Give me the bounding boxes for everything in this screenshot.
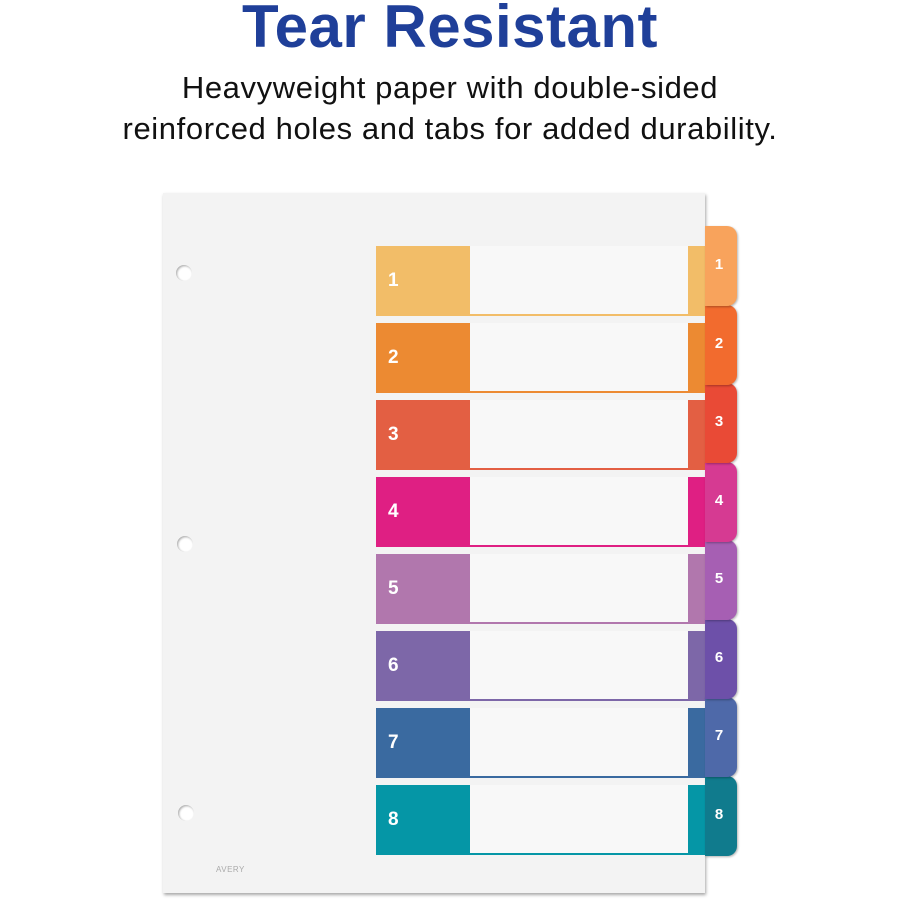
toc-edge-tile bbox=[688, 785, 705, 855]
toc-edge-tile bbox=[688, 246, 705, 316]
tab-label: 1 bbox=[714, 256, 724, 273]
tab-label: 3 bbox=[714, 413, 724, 430]
toc-number-tile: 1 bbox=[376, 246, 470, 316]
avery-logo: AVERY bbox=[216, 865, 245, 874]
index-tab-8: 8 bbox=[705, 775, 737, 856]
index-tab-2: 2 bbox=[705, 304, 737, 385]
index-tab-6: 6 bbox=[705, 618, 737, 699]
toc-row: 6 bbox=[376, 631, 705, 701]
subtitle-line-1: Heavyweight paper with double-sided bbox=[181, 70, 719, 105]
headline: Tear Resistant bbox=[241, 0, 659, 60]
toc-row: 5 bbox=[376, 554, 705, 624]
divider-sheet: 1 2 3 4 5 6 7 8 bbox=[163, 193, 705, 893]
toc-number-tile: 6 bbox=[376, 631, 470, 701]
toc-number-tile: 2 bbox=[376, 323, 470, 393]
toc-number-tile: 4 bbox=[376, 477, 470, 547]
index-tab-5: 5 bbox=[705, 540, 737, 620]
toc-write-line bbox=[470, 400, 688, 470]
toc-row: 1 bbox=[376, 246, 705, 316]
toc-edge-tile bbox=[688, 400, 705, 470]
index-tab-3: 3 bbox=[705, 383, 737, 463]
toc-edge-tile bbox=[688, 631, 705, 701]
toc-write-line bbox=[470, 246, 688, 316]
index-tab-4: 4 bbox=[705, 461, 737, 542]
toc-write-line bbox=[470, 785, 688, 855]
toc-edge-tile bbox=[688, 477, 705, 547]
toc-write-line bbox=[470, 631, 688, 701]
subtitle-line-2: reinforced holes and tabs for added dura… bbox=[122, 111, 778, 146]
tab-label: 7 bbox=[714, 727, 724, 744]
toc-write-line bbox=[470, 323, 688, 393]
tab-label: 4 bbox=[714, 491, 724, 509]
toc-row: 7 bbox=[376, 708, 705, 778]
toc-number-tile: 5 bbox=[376, 554, 470, 624]
index-tab-7: 7 bbox=[705, 697, 737, 777]
tab-label: 5 bbox=[714, 570, 724, 587]
punch-hole bbox=[178, 805, 194, 821]
toc-number: 7 bbox=[388, 732, 399, 753]
punch-hole bbox=[176, 265, 192, 281]
toc-edge-tile bbox=[688, 323, 705, 393]
punch-hole bbox=[177, 536, 193, 552]
toc-number-tile: 8 bbox=[376, 785, 470, 855]
toc-number-tile: 3 bbox=[376, 400, 470, 470]
toc-number: 2 bbox=[388, 347, 399, 368]
toc-number: 4 bbox=[388, 501, 399, 522]
toc-row: 8 bbox=[376, 785, 705, 855]
toc-write-line bbox=[470, 554, 688, 624]
tab-label: 8 bbox=[714, 805, 724, 823]
index-tab-1: 1 bbox=[705, 226, 737, 306]
toc-number: 5 bbox=[388, 578, 399, 599]
toc-number: 3 bbox=[388, 424, 399, 445]
tab-label: 2 bbox=[714, 334, 724, 352]
tab-label: 6 bbox=[714, 648, 724, 666]
toc-write-line bbox=[470, 708, 688, 778]
toc-row: 4 bbox=[376, 477, 705, 547]
toc-row: 3 bbox=[376, 400, 705, 470]
toc-number-tile: 7 bbox=[376, 708, 470, 778]
toc-number: 1 bbox=[388, 270, 399, 291]
toc-number: 8 bbox=[388, 809, 399, 830]
toc-edge-tile bbox=[688, 708, 705, 778]
toc-row: 2 bbox=[376, 323, 705, 393]
toc-number: 6 bbox=[388, 655, 399, 676]
toc-write-line bbox=[470, 477, 688, 547]
toc-edge-tile bbox=[688, 554, 705, 624]
